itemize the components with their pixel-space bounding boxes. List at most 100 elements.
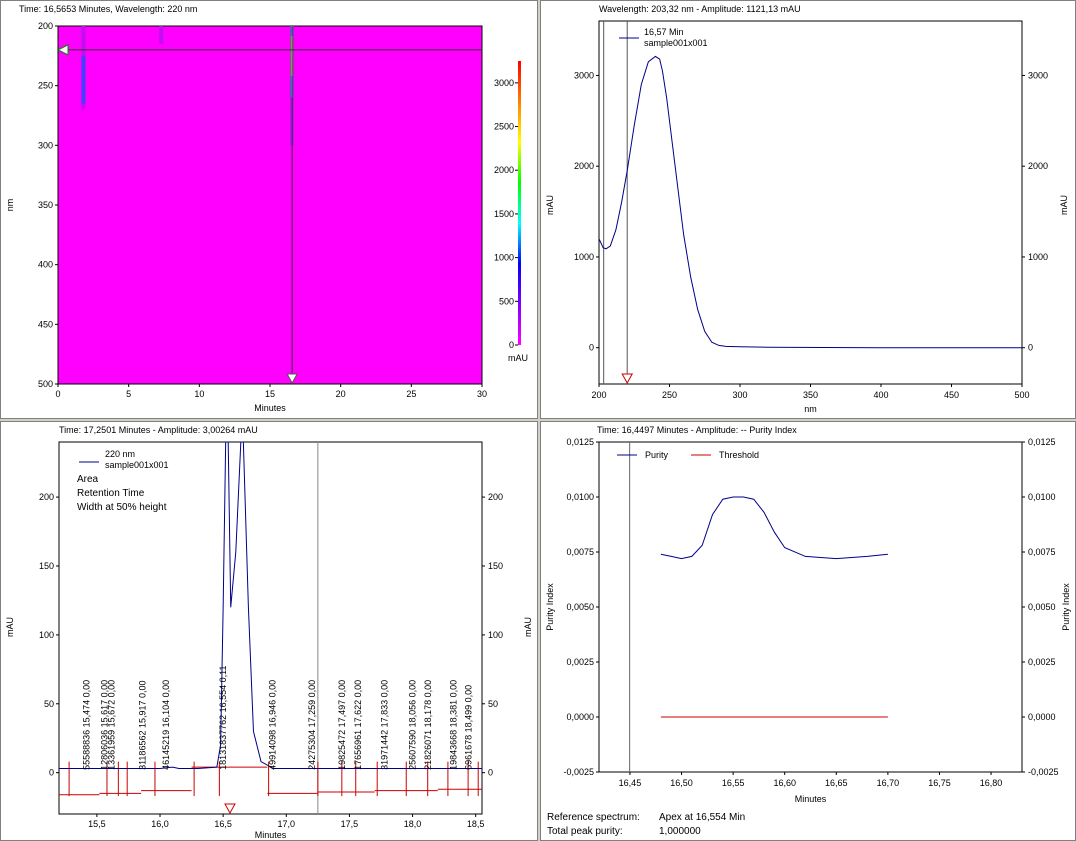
purity-line — [660, 496, 888, 560]
y-tick-label: 0,0125 — [566, 437, 594, 447]
y-tick-label: 0,0100 — [566, 492, 594, 502]
chromatogram-line — [59, 441, 482, 770]
peak-label: 13361959 15,672 0,00 — [107, 680, 117, 770]
colorbar-tick-label: 2500 — [494, 122, 514, 132]
colorbar-tick-label: 2000 — [494, 165, 514, 175]
x-tick-label: 5 — [126, 389, 131, 399]
x-tick-label: 15,5 — [88, 819, 106, 829]
peak-label: 46145219 16,104 0,00 — [161, 680, 171, 770]
x-tick-label: 16,5 — [214, 819, 232, 829]
legend-label-sample: sample001x001 — [644, 38, 708, 48]
x-tick-label: 16,60 — [773, 778, 796, 788]
x-tick-label: 200 — [591, 390, 606, 400]
x-tick-label: 400 — [873, 390, 888, 400]
peak-label: 21826071 18,178 0,00 — [423, 680, 433, 770]
y-axis-title-right: mAU — [1059, 195, 1069, 215]
peak-label: 25607590 18,056 0,00 — [408, 680, 418, 770]
y-tick-label: -0,0025 — [563, 767, 594, 777]
contour-title: Time: 16,5653 Minutes, Wavelength: 220 n… — [19, 4, 198, 14]
y-tick-label: 200 — [39, 492, 54, 502]
contour-panel[interactable]: Time: 16,5653 Minutes, Wavelength: 220 n… — [0, 0, 538, 419]
y-axis-title: mAU — [545, 195, 555, 215]
contour-area — [57, 25, 483, 385]
x-tick-label: 300 — [732, 390, 747, 400]
y-tick-label: 0,0025 — [566, 657, 594, 667]
x-tick-label: 17,5 — [341, 819, 359, 829]
y-tick-label-right: 0 — [488, 768, 493, 778]
plot-area — [58, 441, 483, 815]
y-tick-label-right: 0,0000 — [1028, 712, 1056, 722]
legend-label-purity: Purity — [645, 450, 669, 460]
y-axis-title-right: Purity Index — [1061, 583, 1071, 631]
y-tick-label-right: 50 — [488, 699, 498, 709]
purity-plot[interactable]: Purity Threshold 16,45 16,50 16,55 16,60 16,65… — [541, 422, 1075, 840]
chromatogram-title: Time: 17,2501 Minutes - Amplitude: 3,002… — [59, 425, 258, 435]
colorbar — [518, 61, 521, 345]
y-tick-label-right: 0,0075 — [1028, 547, 1056, 557]
x-tick-label: 10 — [194, 389, 204, 399]
y-tick-label: 200 — [38, 21, 53, 31]
legend-label-wavelength: 220 nm — [105, 449, 135, 459]
purity-title: Time: 16,4497 Minutes - Amplitude: -- Pu… — [597, 425, 797, 435]
y-tick-label-right: 100 — [488, 630, 503, 640]
peak-label: 55588836 15,474 0,00 — [82, 680, 92, 770]
peak-label: 19825472 17,497 0,00 — [337, 680, 347, 770]
y-tick-label: 50 — [44, 699, 54, 709]
x-tick-label: 450 — [944, 390, 959, 400]
chromatogram-plot[interactable]: 55588836 15,474 0,00 12806036 15,617 0,00… — [1, 422, 537, 840]
reference-spectrum-value: Apex at 16,554 Min — [659, 812, 746, 823]
peak-label: 18131837762 16,554 0,11 — [218, 665, 228, 769]
y-tick-label: 300 — [38, 140, 53, 150]
purity-panel[interactable]: Time: 16,4497 Minutes - Amplitude: -- Pu… — [540, 421, 1076, 841]
contour-plot[interactable]: 0 5 10 15 20 25 30 200 250 300 350 400 450 500 Minutes… — [1, 1, 537, 418]
peak-label: 24275304 17,259 0,00 — [307, 680, 317, 770]
y-axis-title-right: mAU — [523, 617, 533, 637]
x-tick-label: 250 — [662, 390, 677, 400]
y-tick-label-right: -0,0025 — [1028, 767, 1059, 777]
y-tick-label: 150 — [39, 561, 54, 571]
y-tick-label: 100 — [39, 630, 54, 640]
contour-band-core — [81, 55, 86, 104]
x-tick-label: 30 — [477, 389, 487, 399]
legend-label-threshold: Threshold — [719, 450, 759, 460]
wavelength-cursor-handle — [56, 44, 69, 56]
x-tick-label: 16,70 — [877, 778, 900, 788]
x-tick-label: 18,0 — [404, 819, 422, 829]
x-tick-label: 16,75 — [928, 778, 951, 788]
x-tick-label: 350 — [803, 390, 818, 400]
y-tick-label: 0 — [589, 343, 594, 353]
y-tick-label-right: 0,0125 — [1028, 437, 1056, 447]
spectrum-panel[interactable]: Wavelength: 203,32 nm - Amplitude: 1121,… — [540, 0, 1076, 419]
y-tick-label: 0 — [49, 768, 54, 778]
reference-spectrum-label: Reference spectrum: — [547, 812, 640, 823]
x-axis-title: Minutes — [254, 403, 286, 413]
label-heading: Retention Time — [77, 488, 145, 499]
x-tick-label: 16,45 — [619, 778, 642, 788]
x-tick-label: 16,80 — [980, 778, 1003, 788]
peak-label: 6961678 18,499 0,00 — [464, 685, 474, 770]
y-tick-label: 250 — [38, 81, 53, 91]
y-tick-label-right: 0,0050 — [1028, 602, 1056, 612]
peak-label: 17656961 17,622 0,00 — [353, 680, 363, 770]
y-tick-label-right: 150 — [488, 561, 503, 571]
y-axis-title: Purity Index — [545, 583, 555, 631]
x-tick-label: 16,50 — [670, 778, 693, 788]
y-tick-label-right: 0,0100 — [1028, 492, 1056, 502]
y-tick-label-right: 3000 — [1028, 70, 1048, 80]
x-tick-label: 16,55 — [722, 778, 745, 788]
legend-label-time: 16,57 Min — [644, 27, 684, 37]
y-tick-label: 0,0050 — [566, 602, 594, 612]
y-tick-label: 1000 — [574, 252, 594, 262]
y-tick-label-right: 0,0025 — [1028, 657, 1056, 667]
plot-area — [598, 20, 1023, 385]
x-tick-label: 16,65 — [825, 778, 848, 788]
total-peak-purity-value: 1,000000 — [659, 826, 701, 837]
time-cursor-handle — [286, 373, 298, 385]
x-tick-label: 20 — [336, 389, 346, 399]
total-peak-purity-label: Total peak purity: — [547, 826, 623, 837]
spectrum-line — [598, 55, 1022, 349]
x-tick-label: 500 — [1014, 390, 1029, 400]
chromatogram-panel[interactable]: Time: 17,2501 Minutes - Amplitude: 3,002… — [0, 421, 538, 841]
colorbar-tick-label: 0 — [509, 340, 514, 350]
